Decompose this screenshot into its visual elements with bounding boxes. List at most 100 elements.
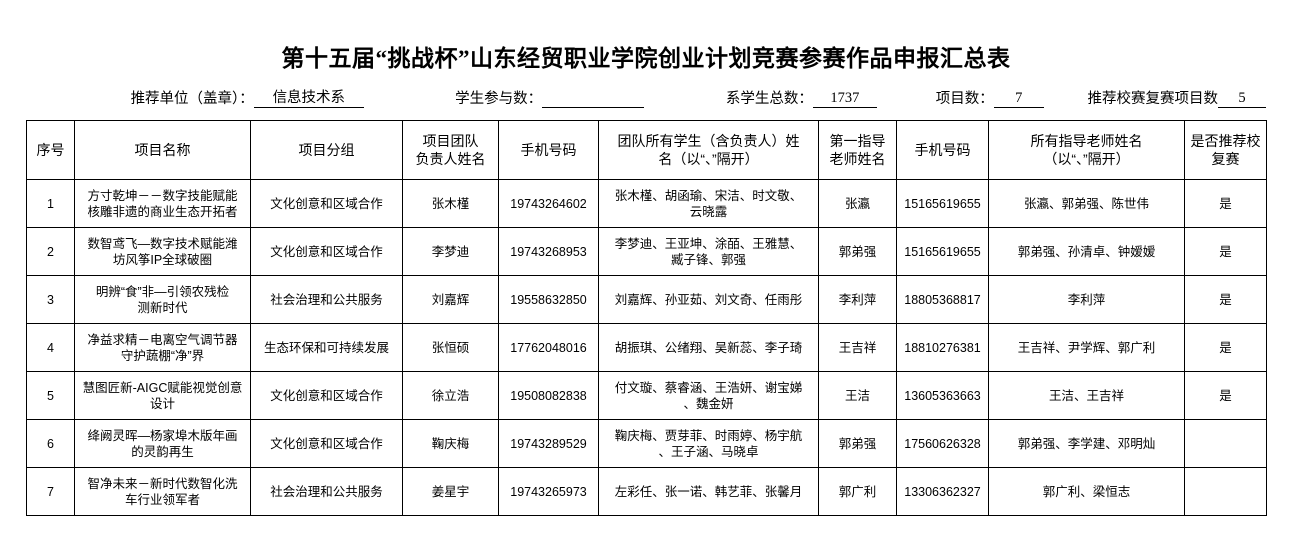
cell-recommended: 是 [1184, 227, 1267, 276]
meta-field-unit: 推荐单位（盖章）： 信息技术系 [131, 90, 364, 108]
cell-recommended [1184, 419, 1267, 468]
cell-leader: 张恒硕 [402, 323, 499, 372]
header-line: 是否推荐校 [1190, 133, 1261, 149]
project-name-line: 设计 [149, 396, 175, 411]
meta-label-project-count: 项目数： [935, 91, 994, 107]
cell-teacher-phone: 15165619655 [896, 227, 989, 276]
cell-students: 胡振琪、公绪翔、吴新蕊、李子琦 [598, 323, 819, 372]
cell-group: 文化创意和区域合作 [250, 179, 403, 228]
cell-project-name: 数智鸢飞—数字技术赋能潍 坊风筝IP全球破圈 [74, 227, 251, 276]
cell-all-teachers: 郭弟强、李学建、邓明灿 [988, 419, 1185, 468]
cell-students: 张木槿、胡函瑜、宋洁、时文敬、 云晓露 [598, 179, 819, 228]
column-header-index: 序号 [26, 120, 75, 180]
table-row: 3 明辨“食”非—引领农残检 测新时代 社会治理和公共服务 刘嘉辉 195586… [26, 275, 1267, 324]
cell-recommended: 是 [1184, 275, 1267, 324]
project-name-line: 测新时代 [137, 300, 188, 315]
project-name-line: 坊风筝IP全球破圈 [112, 252, 213, 267]
cell-students: 刘嘉辉、孙亚茹、刘文奇、任雨彤 [598, 275, 819, 324]
meta-value-participants[interactable] [542, 107, 645, 108]
cell-all-teachers: 郭广利、梁恒志 [988, 467, 1185, 516]
header-line: 团队所有学生（含负责人）姓 [617, 133, 800, 149]
project-name-line: 净益求精－电离空气调节器 [87, 332, 238, 347]
meta-field-participants: 学生参与数： [455, 90, 645, 108]
cell-leader-phone: 19743289529 [498, 419, 599, 468]
students-line: 付文璇、蔡睿涵、王浩妍、谢宝娣 [614, 380, 803, 395]
cell-first-teacher: 郭弟强 [818, 419, 897, 468]
header-line: 项目分组 [298, 142, 355, 158]
cell-all-teachers: 王洁、王吉祥 [988, 371, 1185, 420]
cell-index: 7 [26, 467, 75, 516]
cell-index: 1 [26, 179, 75, 228]
students-line: 胡振琪、公绪翔、吴新蕊、李子琦 [614, 340, 803, 355]
meta-header-line: 推荐单位（盖章）： 信息技术系 学生参与数： 系学生总数： 1737 项目数： … [26, 74, 1266, 108]
meta-value-dept-total[interactable]: 1737 [812, 90, 877, 108]
cell-project-name: 明辨“食”非—引领农残检 测新时代 [74, 275, 251, 324]
cell-index: 5 [26, 371, 75, 420]
cell-first-teacher: 郭弟强 [818, 227, 897, 276]
header-line: 手机号码 [520, 142, 577, 158]
cell-group: 文化创意和区域合作 [250, 419, 403, 468]
project-name-line: 核雕非遗的商业生态开拓者 [87, 204, 238, 219]
cell-group: 社会治理和公共服务 [250, 467, 403, 516]
cell-group: 生态环保和可持续发展 [250, 323, 403, 372]
cell-all-teachers: 张瀛、郭弟强、陈世伟 [988, 179, 1185, 228]
header-line: 复赛 [1211, 151, 1240, 167]
meta-value-unit[interactable]: 信息技术系 [253, 90, 364, 108]
cell-leader-phone: 17762048016 [498, 323, 599, 372]
cell-teacher-phone: 15165619655 [896, 179, 989, 228]
students-line: 左彩任、张一诺、韩艺菲、张馨月 [614, 484, 803, 499]
meta-label-dept-total: 系学生总数： [725, 91, 813, 107]
project-name-line: 守护蔬棚“净”界 [120, 348, 205, 363]
cell-leader-phone: 19743265973 [498, 467, 599, 516]
students-line: 、魏金妍 [683, 396, 734, 411]
column-header-project-name: 项目名称 [74, 120, 251, 180]
cell-leader: 姜星宇 [402, 467, 499, 516]
cell-group: 文化创意和区域合作 [250, 227, 403, 276]
cell-all-teachers: 王吉祥、尹学辉、郭广利 [988, 323, 1185, 372]
project-name-line: 车行业领军者 [124, 492, 200, 507]
students-line: 刘嘉辉、孙亚茹、刘文奇、任雨彤 [614, 292, 803, 307]
table-row: 5 慧图匠新-AIGC赋能视觉创意 设计 文化创意和区域合作 徐立浩 19508… [26, 371, 1267, 420]
students-line: 臧子锋、郭强 [670, 252, 746, 267]
column-header-teacher-phone: 手机号码 [896, 120, 989, 180]
cell-recommended [1184, 467, 1267, 516]
cell-first-teacher: 李利萍 [818, 275, 897, 324]
cell-first-teacher: 张瀛 [818, 179, 897, 228]
cell-students: 左彩任、张一诺、韩艺菲、张馨月 [598, 467, 819, 516]
cell-students: 鞠庆梅、贾芽菲、时雨婷、杨宇航 、王子涵、马晓卓 [598, 419, 819, 468]
students-line: 、王子涵、马晓卓 [658, 444, 759, 459]
cell-leader-phone: 19743268953 [498, 227, 599, 276]
meta-label-recommend-count: 推荐校赛复赛项目数 [1087, 91, 1219, 107]
meta-value-recommend-count[interactable]: 5 [1218, 90, 1266, 108]
meta-value-project-count[interactable]: 7 [993, 90, 1044, 108]
project-name-line: 方寸乾坤－－数字技能赋能 [87, 188, 238, 203]
header-line: （以“、”隔开） [1043, 151, 1130, 167]
column-header-students: 团队所有学生（含负责人）姓 名（以“、”隔开） [598, 120, 819, 180]
cell-project-name: 净益求精－电离空气调节器 守护蔬棚“净”界 [74, 323, 251, 372]
cell-teacher-phone: 13306362327 [896, 467, 989, 516]
cell-recommended: 是 [1184, 323, 1267, 372]
header-line: 手机号码 [914, 142, 971, 158]
project-name-line: 明辨“食”非—引领农残检 [95, 284, 230, 299]
cell-all-teachers: 李利萍 [988, 275, 1185, 324]
cell-leader: 张木槿 [402, 179, 499, 228]
cell-group: 文化创意和区域合作 [250, 371, 403, 420]
cell-students: 李梦迪、王亚坤、涂皕、王雅慧、 臧子锋、郭强 [598, 227, 819, 276]
header-line: 项目团队 [422, 133, 479, 149]
column-header-all-teachers: 所有指导老师姓名 （以“、”隔开） [988, 120, 1185, 180]
cell-teacher-phone: 13605363663 [896, 371, 989, 420]
table-row: 4 净益求精－电离空气调节器 守护蔬棚“净”界 生态环保和可持续发展 张恒硕 1… [26, 323, 1267, 372]
project-name-line: 的灵韵再生 [131, 444, 194, 459]
cell-leader: 徐立浩 [402, 371, 499, 420]
table-body: 1 方寸乾坤－－数字技能赋能 核雕非遗的商业生态开拓者 文化创意和区域合作 张木… [26, 179, 1267, 516]
table-header: 序号 项目名称 项目分组 项目团队 负责人姓名 手机号码 [26, 120, 1267, 180]
students-line: 云晓露 [689, 204, 728, 219]
students-line: 张木槿、胡函瑜、宋洁、时文敬、 [614, 188, 803, 203]
cell-leader-phone: 19743264602 [498, 179, 599, 228]
header-line: 序号 [36, 142, 65, 158]
students-line: 鞠庆梅、贾芽菲、时雨婷、杨宇航 [614, 428, 803, 443]
table-row: 1 方寸乾坤－－数字技能赋能 核雕非遗的商业生态开拓者 文化创意和区域合作 张木… [26, 179, 1267, 228]
cell-leader: 鞠庆梅 [402, 419, 499, 468]
cell-group: 社会治理和公共服务 [250, 275, 403, 324]
